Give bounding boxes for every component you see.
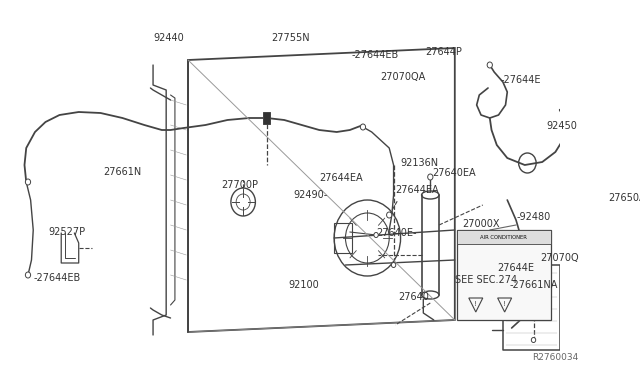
Text: 92136N: 92136N xyxy=(401,158,438,168)
Text: 27650A: 27650A xyxy=(608,193,640,203)
Text: 27700P: 27700P xyxy=(221,180,259,190)
Text: 27644EA: 27644EA xyxy=(396,185,439,195)
Text: !: ! xyxy=(503,301,506,307)
Text: SEE SEC.274: SEE SEC.274 xyxy=(455,275,517,285)
Text: 92100: 92100 xyxy=(289,280,319,290)
Circle shape xyxy=(374,232,378,237)
Text: -27644EB: -27644EB xyxy=(351,50,399,60)
Circle shape xyxy=(598,186,605,194)
Circle shape xyxy=(360,124,365,130)
Text: 27640EA: 27640EA xyxy=(432,168,476,178)
Text: 27640: 27640 xyxy=(398,292,429,302)
Text: -92480: -92480 xyxy=(516,212,550,222)
Circle shape xyxy=(531,337,536,343)
Circle shape xyxy=(26,179,31,185)
Text: 92440: 92440 xyxy=(153,33,184,43)
Text: 92450: 92450 xyxy=(547,121,577,131)
Text: 27640E-: 27640E- xyxy=(376,228,417,238)
Text: 27000X: 27000X xyxy=(462,219,499,229)
Text: 92527P: 92527P xyxy=(48,227,85,237)
Circle shape xyxy=(26,272,31,278)
Text: 27070Q: 27070Q xyxy=(541,253,579,263)
Text: 27644E: 27644E xyxy=(497,263,534,273)
Text: 27070QA: 27070QA xyxy=(380,72,426,82)
Text: -27661NA: -27661NA xyxy=(510,280,558,290)
Text: 92490-: 92490- xyxy=(294,190,328,200)
Circle shape xyxy=(428,174,433,180)
Bar xyxy=(263,112,270,124)
Circle shape xyxy=(392,263,396,267)
Bar xyxy=(456,230,551,320)
Text: -27644EB: -27644EB xyxy=(33,273,81,283)
Text: !: ! xyxy=(474,301,477,307)
Text: 27755N: 27755N xyxy=(271,33,310,43)
Circle shape xyxy=(487,62,492,68)
Text: R2760034: R2760034 xyxy=(532,353,578,362)
Text: 27644P: 27644P xyxy=(425,47,462,57)
Text: AIR CONDITIONER: AIR CONDITIONER xyxy=(481,234,527,240)
Text: -27644E: -27644E xyxy=(500,75,541,85)
Text: 27644EA: 27644EA xyxy=(319,173,363,183)
Bar xyxy=(456,230,551,244)
Text: 27661N: 27661N xyxy=(103,167,141,177)
Bar xyxy=(334,223,351,253)
Bar xyxy=(598,210,605,216)
Circle shape xyxy=(387,212,392,218)
